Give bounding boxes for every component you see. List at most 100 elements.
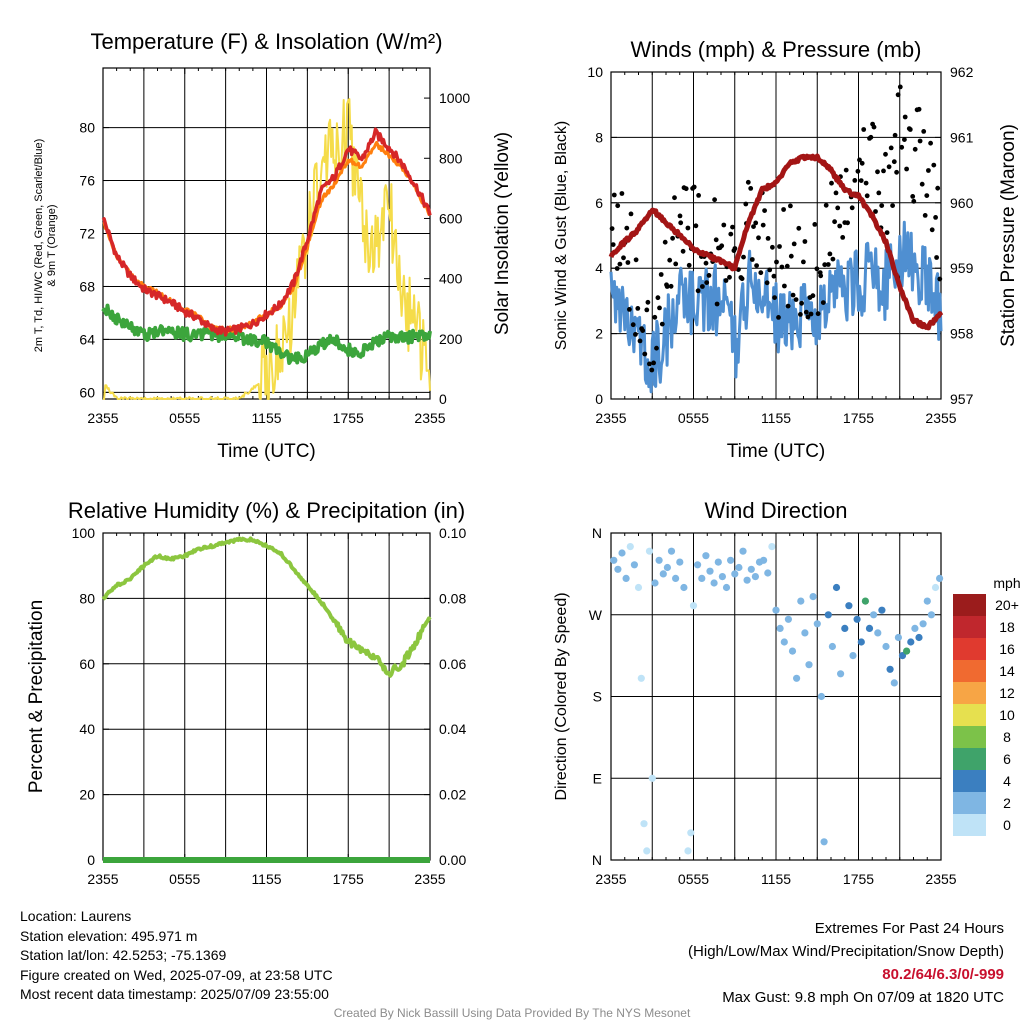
direction-point bbox=[618, 549, 626, 557]
x-tick-label: 2355 bbox=[595, 871, 626, 887]
gust-point bbox=[760, 222, 766, 228]
gust-point bbox=[892, 132, 898, 138]
station-info: Location: Laurens Station elevation: 495… bbox=[20, 907, 333, 1005]
gust-point bbox=[691, 184, 697, 190]
gust-point bbox=[776, 315, 781, 320]
colorbar-swatch bbox=[953, 682, 986, 704]
direction-tick-label: N bbox=[592, 852, 602, 868]
pressure-y-tick-label: 957 bbox=[950, 391, 974, 407]
insol-y-tick-label: 800 bbox=[439, 150, 463, 166]
gust-point bbox=[858, 178, 864, 184]
gust-point bbox=[756, 235, 761, 241]
x-tick-label: 2355 bbox=[414, 410, 445, 426]
direction-point bbox=[751, 573, 760, 581]
direction-point bbox=[886, 665, 894, 673]
gust-point bbox=[657, 305, 662, 311]
gust-point bbox=[886, 164, 892, 170]
wind-y-tick-label: 2 bbox=[595, 326, 603, 342]
x-tick-label: 0555 bbox=[169, 871, 200, 887]
chart-title: Relative Humidity (%) & Precipitation (i… bbox=[68, 498, 465, 523]
gust-point bbox=[703, 260, 709, 266]
gust-point bbox=[781, 207, 786, 212]
x-tick-label: 1755 bbox=[333, 871, 364, 887]
gust-point bbox=[700, 284, 705, 289]
y-axis-title-left: Sonic Wind & Gust (Blue, Black) bbox=[553, 121, 570, 350]
insol-y-tick-label: 0 bbox=[439, 391, 447, 407]
direction-point bbox=[651, 579, 659, 587]
direction-point bbox=[861, 597, 870, 605]
temp-y-tick-label: 60 bbox=[79, 384, 95, 400]
gust-point bbox=[895, 92, 901, 98]
direction-point bbox=[780, 638, 788, 646]
gust-point bbox=[921, 129, 927, 134]
gust-point bbox=[785, 303, 791, 309]
gust-point bbox=[670, 235, 675, 241]
gust-point bbox=[633, 332, 638, 337]
gust-point bbox=[748, 186, 754, 191]
gust-point bbox=[614, 266, 620, 271]
gust-point bbox=[642, 351, 648, 357]
rh-y-tick-label: 40 bbox=[79, 721, 95, 737]
gust-point bbox=[685, 225, 691, 231]
direction-point bbox=[927, 611, 936, 619]
gust-point bbox=[884, 230, 890, 236]
y-axis-title-left: Percent & Precipitation bbox=[26, 600, 47, 793]
gust-point bbox=[664, 284, 670, 289]
chart-title: Wind Direction bbox=[704, 498, 847, 523]
gust-point bbox=[864, 193, 870, 199]
gust-point bbox=[871, 124, 877, 130]
rh-y-tick-label: 20 bbox=[79, 787, 95, 803]
direction-point bbox=[743, 576, 751, 584]
direction-point bbox=[714, 558, 722, 566]
max-gust-text: Max Gust: 9.8 mph On 07/09 at 1820 UTC bbox=[722, 989, 1004, 1006]
direction-point bbox=[760, 556, 768, 564]
direction-point bbox=[832, 583, 841, 592]
direction-point bbox=[645, 547, 654, 555]
y-axis-title-left-2: & 9m T (Orange) bbox=[46, 204, 58, 286]
temp-y-tick-label: 72 bbox=[79, 226, 95, 242]
gust-point bbox=[904, 166, 909, 172]
gust-point bbox=[830, 256, 836, 262]
x-tick-label: 1155 bbox=[251, 410, 281, 426]
direction-point bbox=[689, 602, 698, 610]
direction-point bbox=[882, 642, 890, 651]
rh-y-tick-label: 100 bbox=[72, 525, 96, 541]
y-axis-title-right: Solar Insolation (Yellow) bbox=[492, 132, 513, 335]
gust-point bbox=[635, 306, 641, 311]
gust-point bbox=[609, 226, 615, 232]
x-tick-label: 2355 bbox=[925, 410, 956, 426]
gust-point bbox=[822, 262, 828, 268]
gust-point bbox=[929, 227, 935, 233]
gust-point bbox=[649, 367, 655, 373]
gust-point bbox=[840, 235, 846, 240]
gust-point bbox=[910, 194, 916, 199]
gust-point bbox=[654, 345, 659, 351]
gust-point bbox=[662, 239, 668, 245]
gust-point bbox=[751, 224, 756, 230]
x-axis-title: Time (UTC) bbox=[217, 441, 316, 462]
direction-point bbox=[687, 829, 695, 837]
gust-point bbox=[801, 259, 806, 265]
series-line-td bbox=[101, 303, 432, 365]
gust-point bbox=[798, 312, 803, 317]
gust-point bbox=[695, 288, 701, 294]
colorbar-swatch bbox=[953, 770, 986, 792]
gust-point bbox=[610, 242, 616, 248]
gust-point bbox=[644, 307, 650, 313]
direction-point bbox=[722, 583, 731, 592]
gust-point bbox=[696, 193, 701, 198]
direction-point bbox=[903, 647, 911, 655]
gust-point bbox=[758, 270, 764, 276]
gust-point bbox=[728, 231, 734, 237]
gust-point bbox=[796, 225, 802, 231]
direction-point bbox=[637, 674, 645, 682]
gust-point bbox=[876, 190, 882, 196]
gust-point bbox=[832, 219, 837, 225]
colorbar-label: 0 bbox=[1003, 817, 1011, 833]
pressure-y-tick-label: 962 bbox=[950, 64, 974, 80]
gust-point bbox=[810, 293, 816, 299]
direction-point bbox=[911, 624, 919, 633]
rh-y-tick-label: 80 bbox=[79, 590, 95, 606]
temp-y-tick-label: 80 bbox=[79, 120, 95, 136]
direction-point bbox=[640, 820, 648, 828]
